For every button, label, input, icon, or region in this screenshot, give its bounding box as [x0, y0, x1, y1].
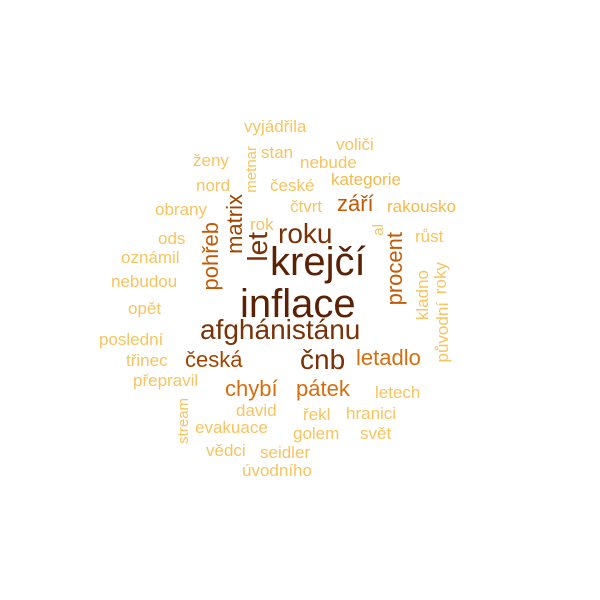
- word-rust: růst: [415, 227, 444, 246]
- word-ceska: česká: [185, 347, 243, 372]
- word-pohreb: pohřeb: [198, 222, 223, 291]
- word-nord: nord: [196, 176, 231, 195]
- word-stan: stan: [261, 143, 294, 162]
- word-ctvrt: čtvrt: [290, 197, 323, 216]
- word-kladno: kladno: [413, 270, 432, 321]
- word-stream: stream: [175, 398, 192, 444]
- word-hranici: hranici: [346, 404, 397, 423]
- word-let: let: [242, 232, 273, 262]
- word-uvodniho: úvodního: [242, 461, 312, 480]
- word-oznamil: oznámil: [121, 248, 180, 267]
- word-letadlo: letadlo: [356, 345, 421, 370]
- word-krejci: krejčí: [270, 240, 366, 284]
- word-prepravil: přepravil: [133, 371, 199, 390]
- word-roku: roku: [278, 218, 333, 249]
- word-svet: svět: [360, 424, 392, 443]
- word-ceske: české: [270, 176, 315, 195]
- word-zeny: ženy: [193, 151, 229, 170]
- word-al: al: [370, 224, 387, 236]
- word-vedci: vědci: [206, 441, 246, 460]
- word-obrany: obrany: [155, 200, 207, 219]
- word-nebudou: nebudou: [111, 272, 178, 291]
- word-ods: ods: [158, 229, 186, 248]
- word-kategorie: kategorie: [331, 170, 401, 189]
- word-inflace: inflace: [240, 282, 356, 326]
- word-nebude: nebude: [300, 153, 357, 172]
- word-metnar: metnar: [243, 146, 260, 193]
- word-rok: rok: [250, 215, 274, 234]
- word-rekl: řekl: [303, 405, 331, 424]
- word-afghanistanu: afghánistánu: [200, 314, 361, 345]
- word-evakuace: evakuace: [195, 418, 268, 437]
- word-seidler: seidler: [260, 443, 311, 462]
- word-patek: pátek: [296, 376, 350, 401]
- word-rakousko: rakousko: [387, 197, 456, 216]
- word-chybi: chybí: [225, 376, 278, 401]
- word-matrix: matrix: [222, 194, 247, 254]
- word-posledni: poslední: [99, 330, 164, 349]
- word-zari: září: [337, 191, 374, 216]
- word-david: david: [236, 401, 277, 420]
- word-golem: golem: [293, 424, 340, 443]
- word-puvodni: původní: [433, 302, 452, 363]
- word-vyjadrila: vyjádřila: [244, 117, 307, 136]
- word-cnb: čnb: [300, 344, 346, 375]
- word-trinec: třinec: [126, 351, 168, 370]
- word-volici: voliči: [336, 135, 374, 154]
- word-roky: roky: [431, 262, 450, 295]
- word-procent: procent: [382, 232, 407, 306]
- word-letech: letech: [375, 383, 421, 402]
- word-opet: opět: [128, 299, 162, 318]
